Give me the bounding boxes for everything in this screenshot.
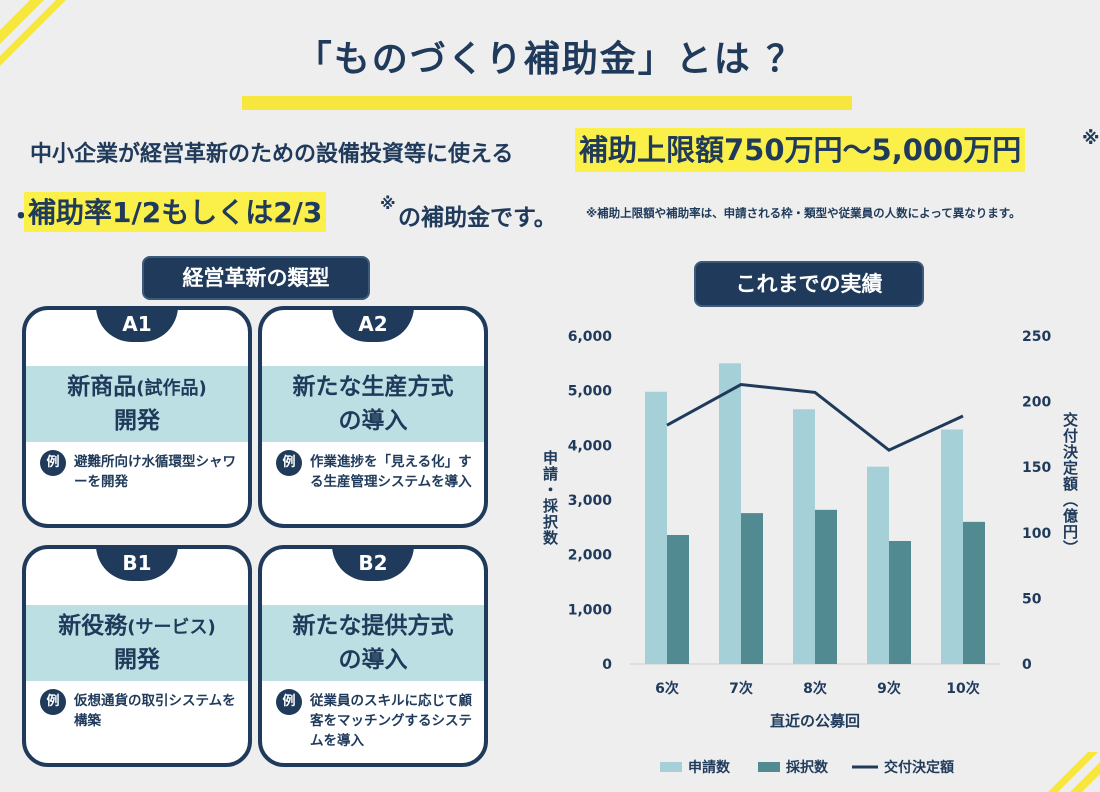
intro-text: 中小企業が経営革新のための設備投資等に使える — [30, 142, 514, 167]
type-card-b1: B1 新役務(サービス) 開発 例 仮想通貨の取引システムを構築 — [22, 545, 252, 767]
y-right-axis-title: 交付決定額（億円） — [1061, 411, 1079, 556]
legend-swatch-申請数 — [660, 762, 682, 772]
bar-採択数 — [963, 521, 985, 664]
y-right-tick-label: 0 — [1022, 657, 1032, 673]
bar-申請数 — [719, 363, 741, 664]
y-right-tick-label: 250 — [1022, 329, 1051, 345]
card-title-main: 新たな提供方式 — [292, 613, 454, 639]
subsidy-cap-highlight: 補助上限額750万円～5,000万円 — [575, 128, 1026, 172]
bar-採択数 — [889, 541, 911, 664]
y-left-tick-label: 5,000 — [568, 384, 613, 400]
bar-採択数 — [741, 513, 763, 664]
type-card-b2: B2 新たな提供方式 の導入 例 従業員のスキルに応じて顧客をマッチングするシス… — [258, 545, 488, 767]
card-title: 新たな提供方式 の導入 — [262, 605, 484, 681]
y-left-tick-label: 3,000 — [568, 493, 613, 509]
card-title-line2: の導入 — [338, 647, 408, 673]
legend-label: 申請数 — [688, 759, 731, 776]
x-axis-title: 直近の公募回 — [770, 712, 860, 730]
bar-申請数 — [645, 391, 667, 664]
card-title-line2: 開発 — [114, 647, 160, 673]
example-badge: 例 — [40, 689, 66, 715]
legend-label: 交付決定額 — [884, 759, 954, 776]
card-title-sub: (試作品) — [136, 378, 207, 399]
card-example: 避難所向け水循環型シャワーを開発 — [74, 454, 236, 490]
x-tick-label: 10次 — [946, 680, 979, 697]
example-badge: 例 — [40, 450, 66, 476]
card-title: 新役務(サービス) 開発 — [26, 605, 248, 681]
card-title-main: 新たな生産方式 — [292, 374, 454, 400]
card-code: B2 — [332, 549, 414, 581]
bar-採択数 — [815, 509, 837, 664]
card-title-main: 新役務 — [58, 613, 128, 639]
subsidy-rate-highlight: 補助率1/2もしくは2/3 — [24, 192, 327, 232]
y-right-tick-label: 100 — [1022, 526, 1051, 542]
card-title: 新たな生産方式 の導入 — [262, 366, 484, 442]
page-title: 「ものづくり補助金」とは ？ — [295, 39, 805, 80]
card-title: 新商品(試作品) 開発 — [26, 366, 248, 442]
intro-line-1: 中小企業が経営革新のための設備投資等に使える 補助上限額750万円～5,000万… — [30, 128, 1100, 172]
results-section-label: これまでの実績 — [694, 261, 924, 307]
y-left-tick-label: 4,000 — [568, 438, 613, 454]
y-left-tick-label: 2,000 — [568, 548, 613, 564]
y-right-tick-label: 50 — [1022, 591, 1042, 607]
card-title-line2: の導入 — [338, 408, 408, 434]
intro-line-2: ・ 補助率1/2もしくは2/3 ※ の補助金です。 ※補助上限額や補助率は、申請… — [8, 192, 1098, 232]
bar-申請数 — [941, 429, 963, 664]
x-tick-label: 6次 — [655, 680, 679, 697]
footnote-text: ※補助上限額や補助率は、申請される枠・類型や従業員の人数によって異なります。 — [586, 206, 1021, 220]
y-right-tick-label: 150 — [1022, 460, 1051, 476]
y-left-tick-label: 1,000 — [568, 602, 613, 618]
intro-tail-text: の補助金です。 — [398, 205, 557, 231]
x-tick-label: 7次 — [729, 680, 753, 697]
example-badge: 例 — [276, 450, 302, 476]
x-tick-label: 8次 — [803, 680, 827, 697]
y-right-tick-label: 200 — [1022, 395, 1051, 411]
card-example: 作業進捗を「見える化」する生産管理システムを導入 — [310, 454, 472, 490]
footnote-mark: ※ — [380, 194, 396, 213]
footnote-mark: ※ — [1082, 128, 1100, 149]
line-series-交付決定額 — [666, 383, 964, 452]
card-code: A1 — [96, 310, 178, 342]
bar-採択数 — [667, 534, 689, 664]
card-title-line2: 開発 — [114, 408, 160, 434]
corner-stripes-decoration — [1048, 752, 1100, 792]
type-card-a2: A2 新たな生産方式 の導入 例 作業進捗を「見える化」する生産管理システムを導… — [258, 306, 488, 528]
corner-stripes-decoration — [0, 0, 66, 66]
y-left-axis-title: 申請・採択数 — [541, 449, 559, 546]
types-section-label: 経営革新の類型 — [142, 256, 370, 300]
bar-申請数 — [867, 466, 889, 664]
card-example: 従業員のスキルに応じて顧客をマッチングするシステムを導入 — [310, 693, 472, 749]
legend-label: 採択数 — [786, 759, 829, 776]
example-badge: 例 — [276, 689, 302, 715]
y-left-tick-label: 6,000 — [568, 329, 613, 345]
title-underline — [242, 96, 852, 110]
card-title-main: 新商品 — [67, 374, 137, 400]
bar-申請数 — [793, 409, 815, 664]
x-tick-label: 9次 — [877, 680, 901, 697]
y-left-tick-label: 0 — [602, 657, 612, 673]
card-code: A2 — [332, 310, 414, 342]
card-example: 仮想通貨の取引システムを構築 — [74, 693, 236, 729]
type-card-a1: A1 新商品(試作品) 開発 例 避難所向け水循環型シャワーを開発 — [22, 306, 252, 528]
legend-swatch-採択数 — [758, 762, 780, 772]
results-chart: 6,000 5,000 4,000 3,000 2,000 1,000 0 250 200 150… — [541, 329, 1079, 776]
card-code: B1 — [96, 549, 178, 581]
card-title-sub: (サービス) — [127, 617, 216, 638]
